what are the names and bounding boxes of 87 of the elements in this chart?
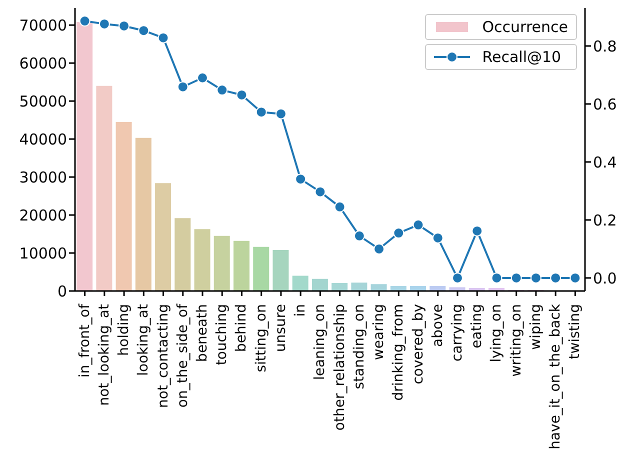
point: [177, 81, 188, 92]
x-tick-label: holding: [116, 304, 132, 356]
bar: [370, 284, 387, 291]
bar: [155, 183, 172, 291]
y2-tick-label: 0.4: [593, 153, 617, 172]
x-tick-label: not_contacting: [155, 304, 172, 408]
bar: [430, 286, 446, 291]
bar: [214, 236, 230, 291]
point: [79, 16, 90, 27]
point: [432, 232, 444, 244]
point: [412, 219, 424, 230]
point: [197, 72, 208, 84]
bar: [76, 22, 93, 291]
bar: [410, 286, 426, 291]
x-tick-label: leaning_on: [312, 304, 328, 380]
point: [354, 230, 365, 242]
bar: [351, 282, 368, 291]
x-tick-label: not_looking_at: [96, 303, 112, 406]
y2-tick-label: 0.2: [593, 211, 617, 230]
point: [530, 272, 542, 284]
point: [275, 108, 286, 120]
point: [452, 272, 463, 284]
x-tick-label: writing_on: [508, 304, 524, 377]
y-tick-label: 20000: [19, 206, 67, 224]
x-tick-label: carrying: [450, 304, 466, 362]
y-tick-label: 0: [57, 282, 67, 300]
y-tick-label: 50000: [19, 92, 67, 110]
x-tick-label: standing_on: [351, 304, 368, 390]
point: [550, 272, 562, 284]
point: [216, 84, 228, 96]
y-tick-label: 60000: [19, 54, 67, 72]
bar: [272, 250, 289, 291]
y-tick-label: 70000: [19, 16, 67, 34]
point: [295, 174, 306, 185]
point: [256, 106, 267, 118]
x-tick-label: other_relationship: [332, 304, 348, 431]
y2-tick-label: 0.0: [593, 269, 617, 288]
bar: [332, 283, 348, 291]
x-tick-label: touching: [214, 304, 230, 366]
point: [314, 186, 326, 198]
point: [510, 272, 522, 284]
bar: [116, 122, 132, 291]
x-tick-label: wearing: [371, 304, 388, 360]
x-tick-label: covered_by: [410, 304, 426, 384]
bar: [292, 276, 308, 291]
point: [334, 201, 346, 212]
bar: [233, 240, 250, 291]
legend-label: Recall@10: [482, 48, 562, 66]
x-tick-label: lying_on: [488, 304, 505, 362]
bar: [312, 278, 328, 291]
x-tick-label: have_it_on_the_back: [548, 303, 564, 450]
y-tick-label: 40000: [19, 130, 67, 148]
x-tick-label: unsure: [272, 304, 289, 352]
y2-tick-label: 0.8: [593, 37, 617, 56]
x-tick-label: sitting_on: [253, 304, 270, 372]
bar: [449, 287, 466, 291]
x-tick-label: behind: [234, 304, 250, 352]
legend-label: Occurrence: [482, 18, 568, 36]
y-tick-label: 10000: [19, 244, 67, 262]
bar: [135, 138, 152, 291]
y-tick-label: 30000: [19, 168, 67, 186]
point: [118, 20, 130, 32]
point: [491, 272, 502, 284]
bar: [174, 218, 191, 291]
x-tick-label: looking_at: [136, 304, 152, 376]
point: [374, 243, 385, 254]
bar: [194, 229, 210, 291]
bar: [253, 246, 270, 291]
x-tick-label: above: [430, 304, 446, 347]
point: [98, 18, 110, 30]
x-tick-label: twisting: [567, 304, 584, 360]
point: [570, 272, 581, 284]
x-tick-label: beneath: [194, 304, 210, 362]
bar: [96, 86, 112, 291]
x-tick-label: on_the_side_of: [174, 302, 191, 408]
point: [472, 225, 483, 236]
point: [158, 32, 169, 44]
point: [236, 89, 248, 100]
x-tick-label: in: [292, 304, 309, 317]
x-tick-label: in_front_of: [76, 302, 93, 378]
point: [393, 228, 404, 239]
y2-tick-label: 0.6: [593, 95, 617, 114]
x-tick-label: eating: [469, 304, 486, 348]
x-tick-label: wiping: [528, 304, 544, 350]
x-tick-label: drinking_from: [390, 304, 407, 401]
bar: [390, 286, 406, 291]
point: [138, 25, 150, 36]
